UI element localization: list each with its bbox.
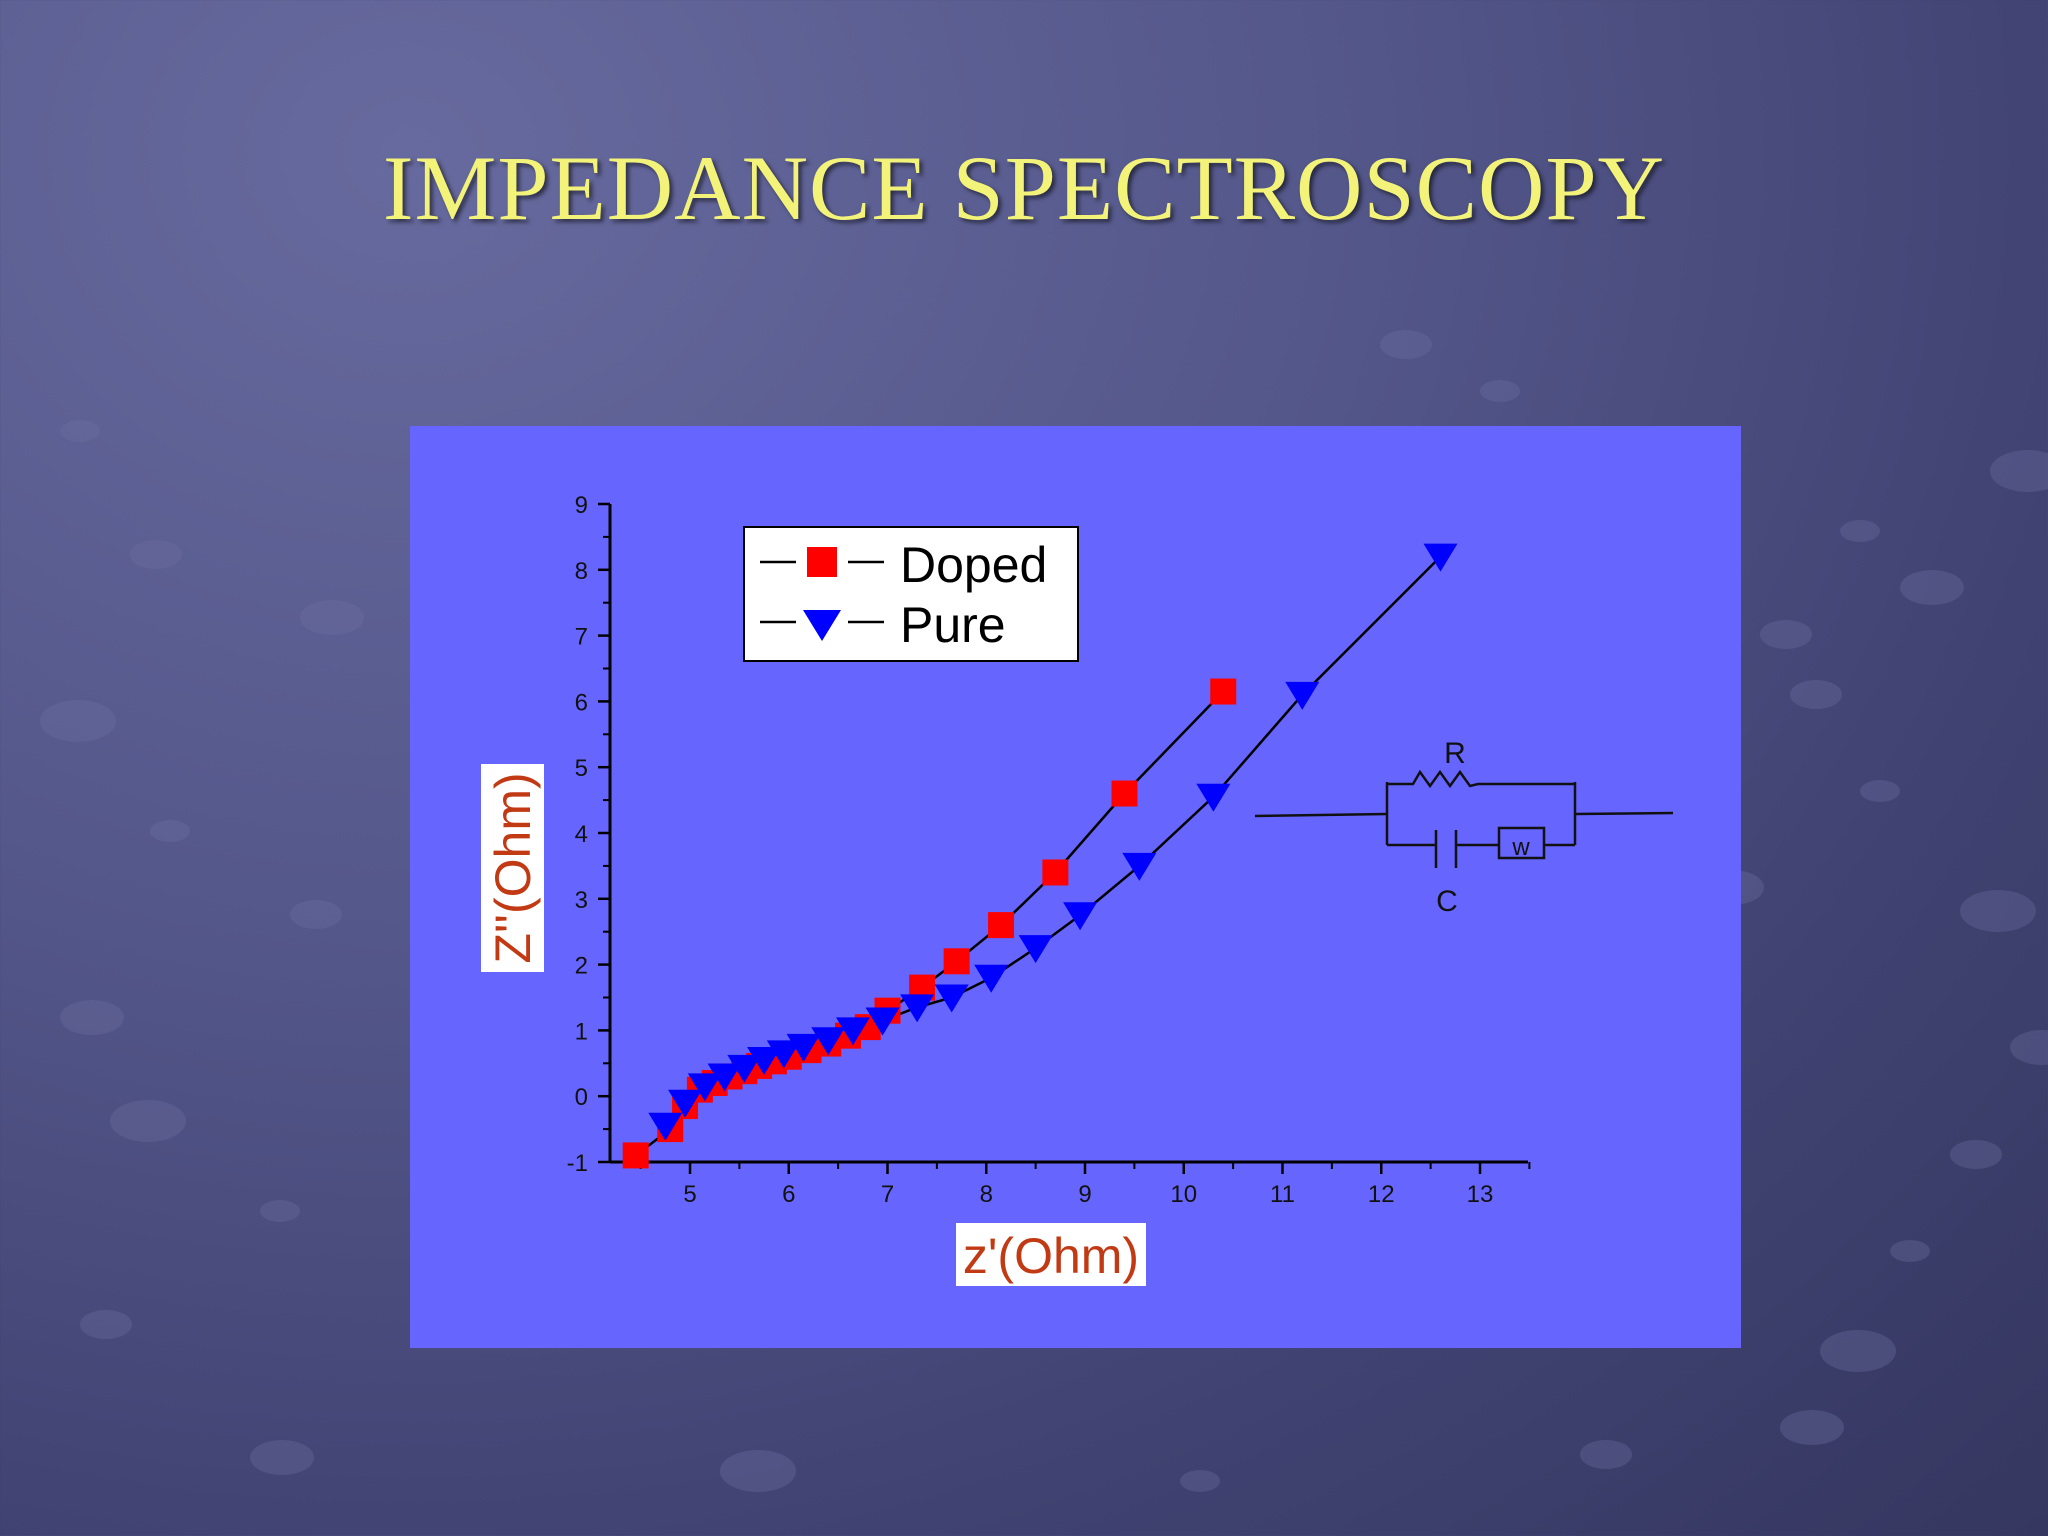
- y-tick-label: 1: [575, 1018, 588, 1045]
- background-dot: [150, 820, 190, 842]
- background-dot: [1760, 620, 1812, 649]
- warburg-label: w: [1511, 834, 1530, 861]
- warburg-element: [1497, 826, 1546, 860]
- background-dot: [260, 1200, 300, 1222]
- background-dot: [1960, 890, 2036, 932]
- marker-pure: [1122, 852, 1157, 881]
- marker-pure: [687, 1073, 722, 1102]
- background-dot: [130, 540, 182, 569]
- y-axis-title-bg: [481, 764, 544, 972]
- x-tick-label: 13: [1467, 1181, 1494, 1208]
- marker-pure: [707, 1063, 742, 1092]
- background-dot: [1990, 450, 2048, 492]
- x-tick-label: 9: [1078, 1181, 1091, 1208]
- legend-label-doped: Doped: [900, 537, 1047, 593]
- x-tick-label: 7: [881, 1181, 894, 1208]
- circuit-lead-right: [1574, 811, 1674, 816]
- x-axis-title: z'(Ohm): [963, 1228, 1139, 1284]
- background-dot: [250, 1440, 314, 1476]
- x-tick-label: 6: [782, 1181, 795, 1208]
- y-tick-label: 2: [575, 953, 588, 980]
- marker-pure: [747, 1047, 782, 1076]
- y-tick-label: 3: [575, 887, 588, 914]
- slide-title: IMPEDANCE SPECTROSCOPY: [382, 137, 1666, 239]
- background-dot: [1580, 1440, 1632, 1469]
- marker-pure: [1018, 935, 1053, 964]
- equivalent-circuit: [1254, 769, 1674, 868]
- capacitor-label: C: [1436, 885, 1458, 918]
- marker-doped: [622, 1142, 649, 1169]
- background-dot: [60, 1000, 124, 1036]
- background-dot: [290, 900, 342, 929]
- x-tick-label: 5: [683, 1181, 696, 1208]
- marker-doped: [988, 912, 1015, 939]
- marker-doped: [1210, 678, 1237, 705]
- data-markers: [622, 543, 1458, 1169]
- y-tick-label: 6: [575, 689, 588, 716]
- background-dot: [1380, 330, 1432, 359]
- marker-doped: [1111, 780, 1138, 807]
- resistor-symbol: [1387, 769, 1575, 789]
- marker-pure: [934, 984, 969, 1013]
- legend-box: [743, 526, 1079, 662]
- background-dot: [1180, 1470, 1220, 1492]
- background-dot: [720, 1450, 796, 1492]
- background-dot: [1480, 380, 1520, 402]
- y-tick-label: 9: [575, 492, 588, 519]
- y-tick-label: 0: [575, 1084, 588, 1111]
- legend-label-pure: Pure: [900, 597, 1006, 653]
- background-dot: [110, 1100, 186, 1142]
- background-dot: [80, 1310, 132, 1339]
- background-dot: [300, 600, 364, 636]
- y-tick-label: 7: [575, 624, 588, 651]
- marker-pure: [1063, 902, 1098, 931]
- y-axis-title: Z''(Ohm): [485, 772, 541, 963]
- marker-pure: [648, 1112, 683, 1141]
- background-dot: [60, 420, 100, 442]
- x-tick-label: 10: [1170, 1181, 1197, 1208]
- y-tick-label: 8: [575, 558, 588, 585]
- background-dot: [1950, 1140, 2002, 1169]
- legend-marker-pure: [803, 610, 841, 641]
- x-axis-title-bg: [956, 1223, 1146, 1286]
- background-dot: [1820, 1330, 1896, 1372]
- marker-pure: [835, 1017, 870, 1046]
- background-dot: [1900, 570, 1964, 606]
- marker-pure: [668, 1089, 703, 1118]
- x-tick-label: 12: [1368, 1181, 1395, 1208]
- background-dot: [1840, 520, 1880, 542]
- resistor-label: R: [1444, 737, 1466, 770]
- background-dot: [1790, 680, 1842, 709]
- marker-pure: [727, 1054, 762, 1083]
- legend-marker-doped: [807, 547, 837, 577]
- marker-pure: [865, 1007, 900, 1036]
- background-dot: [1860, 780, 1900, 802]
- marker-pure: [900, 994, 935, 1023]
- marker-pure: [1423, 543, 1458, 572]
- background-dot: [1890, 1240, 1930, 1262]
- marker-pure: [1196, 783, 1231, 812]
- y-tick-label: -1: [567, 1150, 588, 1177]
- x-tick-label: 8: [980, 1181, 993, 1208]
- marker-pure: [766, 1040, 801, 1069]
- marker-doped: [943, 948, 970, 975]
- marker-pure: [811, 1027, 846, 1056]
- background-dot: [1780, 1410, 1844, 1446]
- circuit-lead-left: [1254, 812, 1388, 818]
- y-tick-label: 5: [575, 755, 588, 782]
- marker-pure: [1285, 681, 1320, 710]
- legend: Doped Pure: [743, 526, 1079, 662]
- chart-panel: 5 6 7 8 9 10 11 12 13 -1 0 1 2 3 4 5 6 7 8 9 z'(Ohm) Z''(Oh…: [410, 426, 1741, 1348]
- background-dot: [40, 700, 116, 742]
- marker-doped: [1042, 859, 1069, 886]
- y-tick-label: 4: [575, 821, 588, 848]
- marker-pure: [974, 964, 1009, 993]
- background-dot: [2010, 1030, 2048, 1066]
- x-tick-label: 11: [1270, 1181, 1295, 1208]
- marker-pure: [786, 1033, 821, 1062]
